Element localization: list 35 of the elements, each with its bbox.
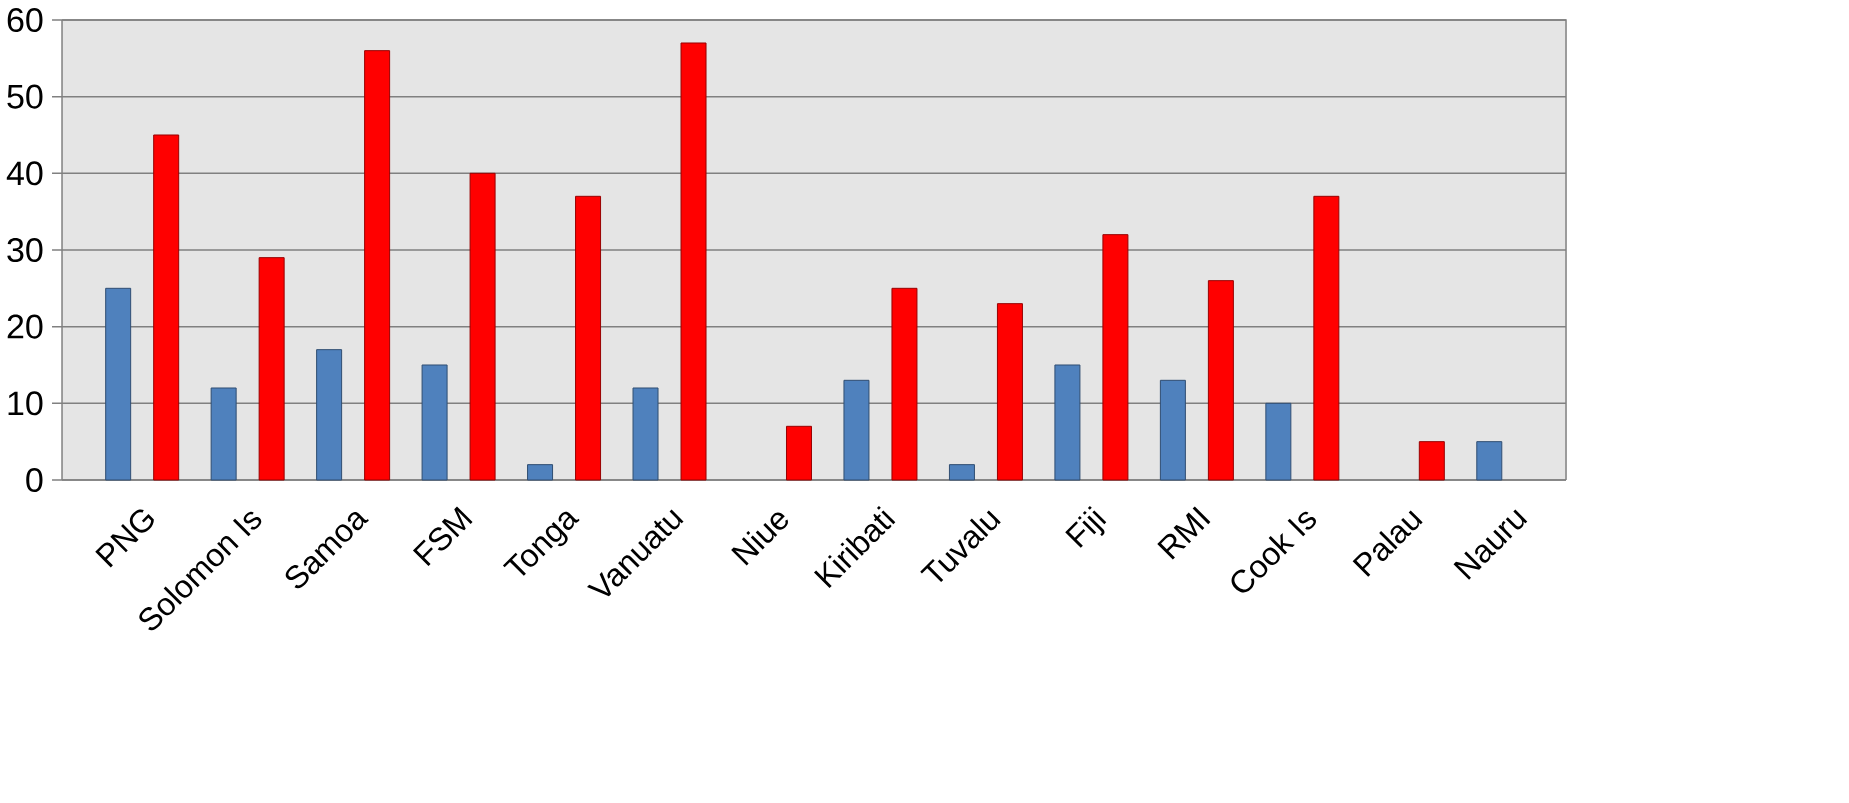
bar (632, 387, 659, 481)
bar (1159, 379, 1186, 481)
bar (996, 303, 1023, 481)
bar (680, 42, 707, 481)
bar (1265, 402, 1292, 481)
bar (364, 50, 391, 481)
bar (1418, 441, 1445, 481)
y-tick-label: 30 (7, 237, 43, 263)
bar (891, 287, 918, 481)
bar (527, 464, 554, 481)
x-tick-label: Niue (731, 512, 788, 566)
x-tick-label: Fiji (1065, 505, 1107, 548)
x-tick-label: RMI (1157, 506, 1211, 560)
bar (948, 464, 975, 481)
y-tick-label: 60 (7, 7, 43, 33)
bar (786, 425, 812, 481)
bar (1054, 364, 1081, 481)
bar (153, 134, 180, 481)
y-tick-label: 20 (7, 314, 43, 339)
bar (575, 195, 602, 481)
y-tick-label: 0 (26, 467, 43, 493)
y-tick-label: 10 (8, 391, 43, 416)
bar (258, 257, 285, 481)
bar (316, 349, 343, 481)
bar (1313, 195, 1340, 481)
bar (469, 172, 496, 481)
bar (1102, 234, 1129, 481)
bar (210, 387, 237, 481)
bar (105, 287, 132, 481)
bar (1207, 280, 1234, 481)
y-tick-label: 40 (6, 161, 43, 186)
bar (1476, 441, 1503, 481)
y-tick-label: 50 (7, 84, 43, 109)
bar (421, 364, 448, 481)
bar (843, 379, 870, 481)
